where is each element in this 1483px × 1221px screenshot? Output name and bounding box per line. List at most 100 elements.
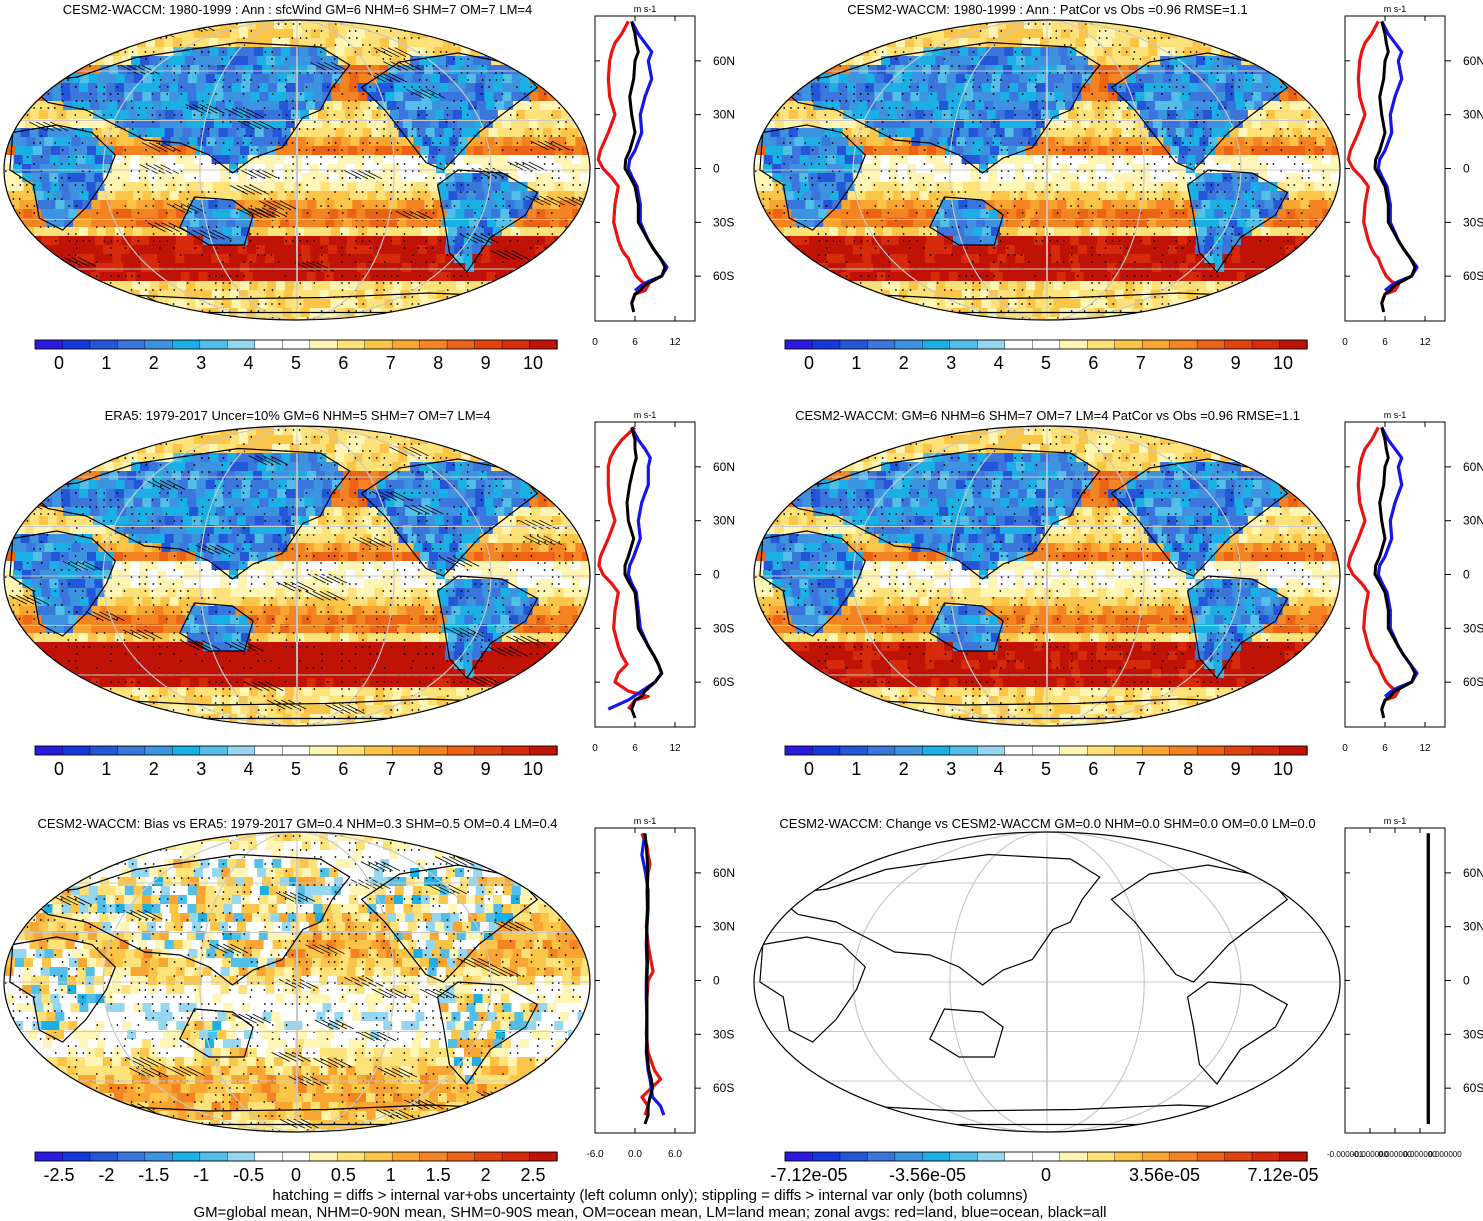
zonal-xtick-label: -0.000000 xyxy=(1352,1150,1389,1159)
colorbar: 0 1 2 3 4 5 6 7 8 9 10 xyxy=(34,339,558,373)
colorbar-label: 7 xyxy=(1136,759,1146,779)
colorbar-label: 6 xyxy=(338,759,348,779)
zonal-ytick-label: 30N xyxy=(1463,514,1483,528)
zonal-series-land xyxy=(596,20,650,304)
zonal-ytick-label: 60S xyxy=(1463,1081,1483,1095)
zonal-xtick-label: 6.0 xyxy=(668,1149,682,1160)
colorbar-bin xyxy=(199,1151,229,1162)
colorbar-label: 0 xyxy=(54,759,64,779)
colorbar: 0 1 2 3 4 5 6 7 8 9 10 xyxy=(784,745,1308,779)
zonal-mean-plot: m s-160N30N030S60S-0.000001-0.0000000.00… xyxy=(1327,816,1483,1159)
colorbar-bin xyxy=(1169,745,1198,756)
colorbar-label: 8 xyxy=(433,759,443,779)
colorbar-bin xyxy=(784,339,814,350)
colorbar-bin xyxy=(784,745,814,756)
zonal-ytick-label: 60S xyxy=(1463,675,1483,689)
colorbar-bin xyxy=(867,339,896,350)
world-map xyxy=(753,19,1341,321)
colorbar-bin xyxy=(894,339,924,350)
colorbar-bin xyxy=(419,1151,448,1162)
colorbar-bin xyxy=(474,339,503,350)
zonal-xtick-label: 6 xyxy=(632,337,638,348)
colorbar-label: 0 xyxy=(54,353,64,373)
colorbar-label: 2 xyxy=(149,759,159,779)
colorbar-bin xyxy=(1224,339,1253,350)
zonal-unit-label: m s-1 xyxy=(634,410,657,420)
colorbar-label: 2.5 xyxy=(520,1165,545,1185)
colorbar-bin xyxy=(144,745,174,756)
zonal-xtick-label: 12 xyxy=(1419,337,1431,348)
colorbar-bin xyxy=(62,745,91,756)
colorbar-label: 2 xyxy=(899,759,909,779)
colorbar-bin xyxy=(364,745,393,756)
zonal-xtick-label: 6 xyxy=(632,743,638,754)
zonal-ytick-label: 30N xyxy=(1463,920,1483,934)
colorbar-label: 8 xyxy=(1183,353,1193,373)
colorbar-label: 7 xyxy=(386,759,396,779)
colorbar-bin xyxy=(446,1151,476,1162)
zonal-xtick-label: 0 xyxy=(592,337,598,348)
colorbar: -2.5 -2 -1.5 -1 -0.5 0 0.5 1 1.5 2 2.5 xyxy=(34,1151,558,1185)
colorbar-bin xyxy=(867,745,896,756)
colorbar-label: 9 xyxy=(1231,759,1241,779)
zonal-series-land xyxy=(640,832,663,1116)
map-border xyxy=(3,831,591,1133)
colorbar-bin xyxy=(309,339,338,350)
colorbar-label: 4 xyxy=(244,353,254,373)
graticule xyxy=(4,20,590,320)
graticule xyxy=(4,426,590,726)
zonal-xtick-label: 0.000000 xyxy=(1428,1150,1462,1159)
colorbar-bin xyxy=(1279,745,1308,756)
colorbar-bin xyxy=(391,1151,421,1162)
colorbar-label: 3.56e-05 xyxy=(1129,1165,1200,1185)
zonal-ytick-label: 0 xyxy=(713,974,720,988)
zonal-unit-label: m s-1 xyxy=(634,4,657,14)
zonal-ytick-label: 30S xyxy=(713,621,734,635)
zonal-series-ocean xyxy=(1376,426,1419,698)
colorbar-label: 7.12e-05 xyxy=(1247,1165,1318,1185)
colorbar-bin xyxy=(419,339,448,350)
zonal-ytick-label: 0 xyxy=(713,568,720,582)
zonal-series-land xyxy=(1346,426,1400,710)
footer-line-1: hatching = diffs > internal var+obs unce… xyxy=(272,1187,1028,1204)
colorbar-bin xyxy=(1087,1151,1116,1162)
colorbar-bin xyxy=(1059,339,1088,350)
colorbar-bin xyxy=(1004,745,1033,756)
colorbar-bin xyxy=(1032,745,1061,756)
colorbar-label: -1 xyxy=(193,1165,209,1185)
zonal-ytick-label: 30S xyxy=(1463,215,1483,229)
zonal-series-ocean xyxy=(626,20,669,292)
colorbar-bin xyxy=(1087,339,1116,350)
colorbar-bin xyxy=(364,1151,393,1162)
zonal-unit-label: m s-1 xyxy=(1384,816,1407,826)
colorbar-label: 5 xyxy=(1041,353,1051,373)
colorbar-bin xyxy=(977,745,1006,756)
colorbar-label: 0 xyxy=(1041,1165,1051,1185)
map-border xyxy=(753,831,1341,1133)
colorbar-label: 0 xyxy=(291,1165,301,1185)
colorbar-bin xyxy=(419,745,448,756)
colorbar-label: 5 xyxy=(1041,759,1051,779)
colorbar-bin xyxy=(227,1151,256,1162)
panel-title: CESM2-WACCM: 1980-1999 : Ann : sfcWind G… xyxy=(62,2,533,17)
colorbar-bin xyxy=(1004,1151,1033,1162)
colorbar-label: 9 xyxy=(1231,353,1241,373)
colorbar-bin xyxy=(812,745,841,756)
colorbar-bin xyxy=(391,745,421,756)
colorbar-bin xyxy=(922,745,951,756)
map-border xyxy=(753,425,1341,727)
colorbar-bin xyxy=(199,745,229,756)
zonal-ytick-label: 30S xyxy=(1463,1027,1483,1041)
colorbar-bin xyxy=(309,1151,338,1162)
colorbar-bin xyxy=(227,339,256,350)
colorbar-bin xyxy=(501,1151,531,1162)
colorbar-bin xyxy=(922,1151,951,1162)
colorbar-bin xyxy=(529,339,558,350)
colorbar-bin xyxy=(1279,339,1308,350)
colorbar-label: 5 xyxy=(291,353,301,373)
zonal-ytick-label: 0 xyxy=(1463,162,1470,176)
zonal-series-land xyxy=(1346,20,1400,304)
colorbar-bin xyxy=(1004,339,1033,350)
colorbar-label: 9 xyxy=(481,759,491,779)
